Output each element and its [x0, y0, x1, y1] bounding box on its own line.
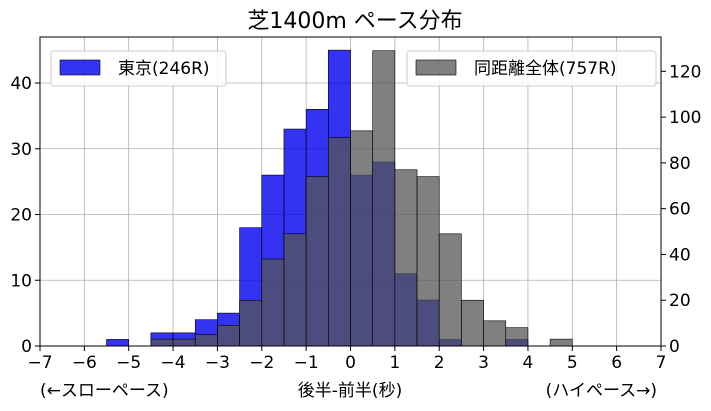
- y-left-tick-label: 40: [10, 74, 32, 94]
- legend-tokyo: 東京(246R): [50, 50, 227, 87]
- histogram-bar: [549, 338, 573, 347]
- histogram-bar: [172, 338, 196, 347]
- y-right-tick-label: 40: [669, 245, 691, 265]
- legend-label-tokyo: 東京(246R): [118, 59, 210, 79]
- y-left-axis-ticks: 0 10 20 30 40: [10, 74, 40, 357]
- histogram-bar: [416, 176, 440, 347]
- histogram-bar: [283, 233, 307, 347]
- histogram-bar: [239, 299, 263, 347]
- histogram-bar: [217, 325, 240, 347]
- y-right-tick-label: 80: [669, 154, 691, 174]
- x-tick-label: 1: [389, 353, 400, 373]
- x-tick-label: −4: [161, 353, 186, 373]
- y-right-tick-label: 20: [669, 291, 691, 311]
- chart-title: 芝1400m ペース分布: [247, 9, 462, 34]
- x-axis-right-note: (ハイペース→): [546, 381, 657, 401]
- x-axis-left-note: (←スローペース): [40, 381, 169, 401]
- y-right-tick-label: 60: [669, 200, 691, 220]
- y-left-tick-label: 10: [10, 271, 32, 291]
- x-tick-label: 6: [611, 353, 622, 373]
- histogram-bar: [328, 137, 351, 347]
- histogram-bar: [505, 327, 529, 347]
- x-tick-label: −5: [116, 353, 141, 373]
- x-axis-label: 後半-前半(秒): [298, 381, 402, 401]
- histogram-bars: [106, 49, 573, 347]
- y-left-tick-label: 30: [10, 140, 32, 160]
- series-2: [150, 50, 573, 347]
- y-left-tick-label: 0: [21, 337, 32, 357]
- x-tick-label: 5: [567, 353, 578, 373]
- histogram-bar: [461, 299, 484, 347]
- x-tick-label: −7: [27, 353, 52, 373]
- legend-swatch-all: [415, 59, 457, 76]
- x-tick-label: 2: [434, 353, 445, 373]
- legend-all: 同距離全体(757R): [406, 50, 657, 87]
- y-left-tick-label: 20: [10, 206, 32, 226]
- x-tick-label: 4: [523, 353, 534, 373]
- y-right-axis-ticks: 0 20 40 60 80 100 120: [661, 62, 701, 357]
- x-tick-label: 0: [345, 353, 356, 373]
- legend-label-all: 同距離全体(757R): [474, 59, 617, 79]
- y-right-tick-label: 120: [669, 62, 701, 82]
- histogram-bar: [372, 50, 396, 347]
- histogram-bar: [438, 233, 462, 347]
- histogram-bar: [483, 320, 507, 347]
- histogram-bar: [350, 130, 373, 347]
- histogram-bar: [106, 339, 130, 347]
- histogram-bar: [150, 338, 174, 347]
- x-tick-label: 7: [656, 353, 667, 373]
- y-right-tick-label: 0: [669, 337, 680, 357]
- x-tick-label: −2: [249, 353, 274, 373]
- x-tick-label: −6: [72, 353, 97, 373]
- x-tick-label: −3: [205, 353, 230, 373]
- x-tick-label: −1: [294, 353, 319, 373]
- histogram-bar: [305, 176, 329, 347]
- histogram-bar: [194, 334, 218, 347]
- x-axis-ticks: −7 −6 −5 −4 −3 −2 −1 0 1 2 3 4 5 6 7: [27, 346, 666, 373]
- y-right-tick-label: 100: [669, 108, 701, 128]
- legend-swatch-tokyo: [59, 59, 101, 76]
- x-tick-label: 3: [478, 353, 489, 373]
- histogram-bar: [394, 169, 418, 347]
- histogram-bar: [261, 258, 285, 347]
